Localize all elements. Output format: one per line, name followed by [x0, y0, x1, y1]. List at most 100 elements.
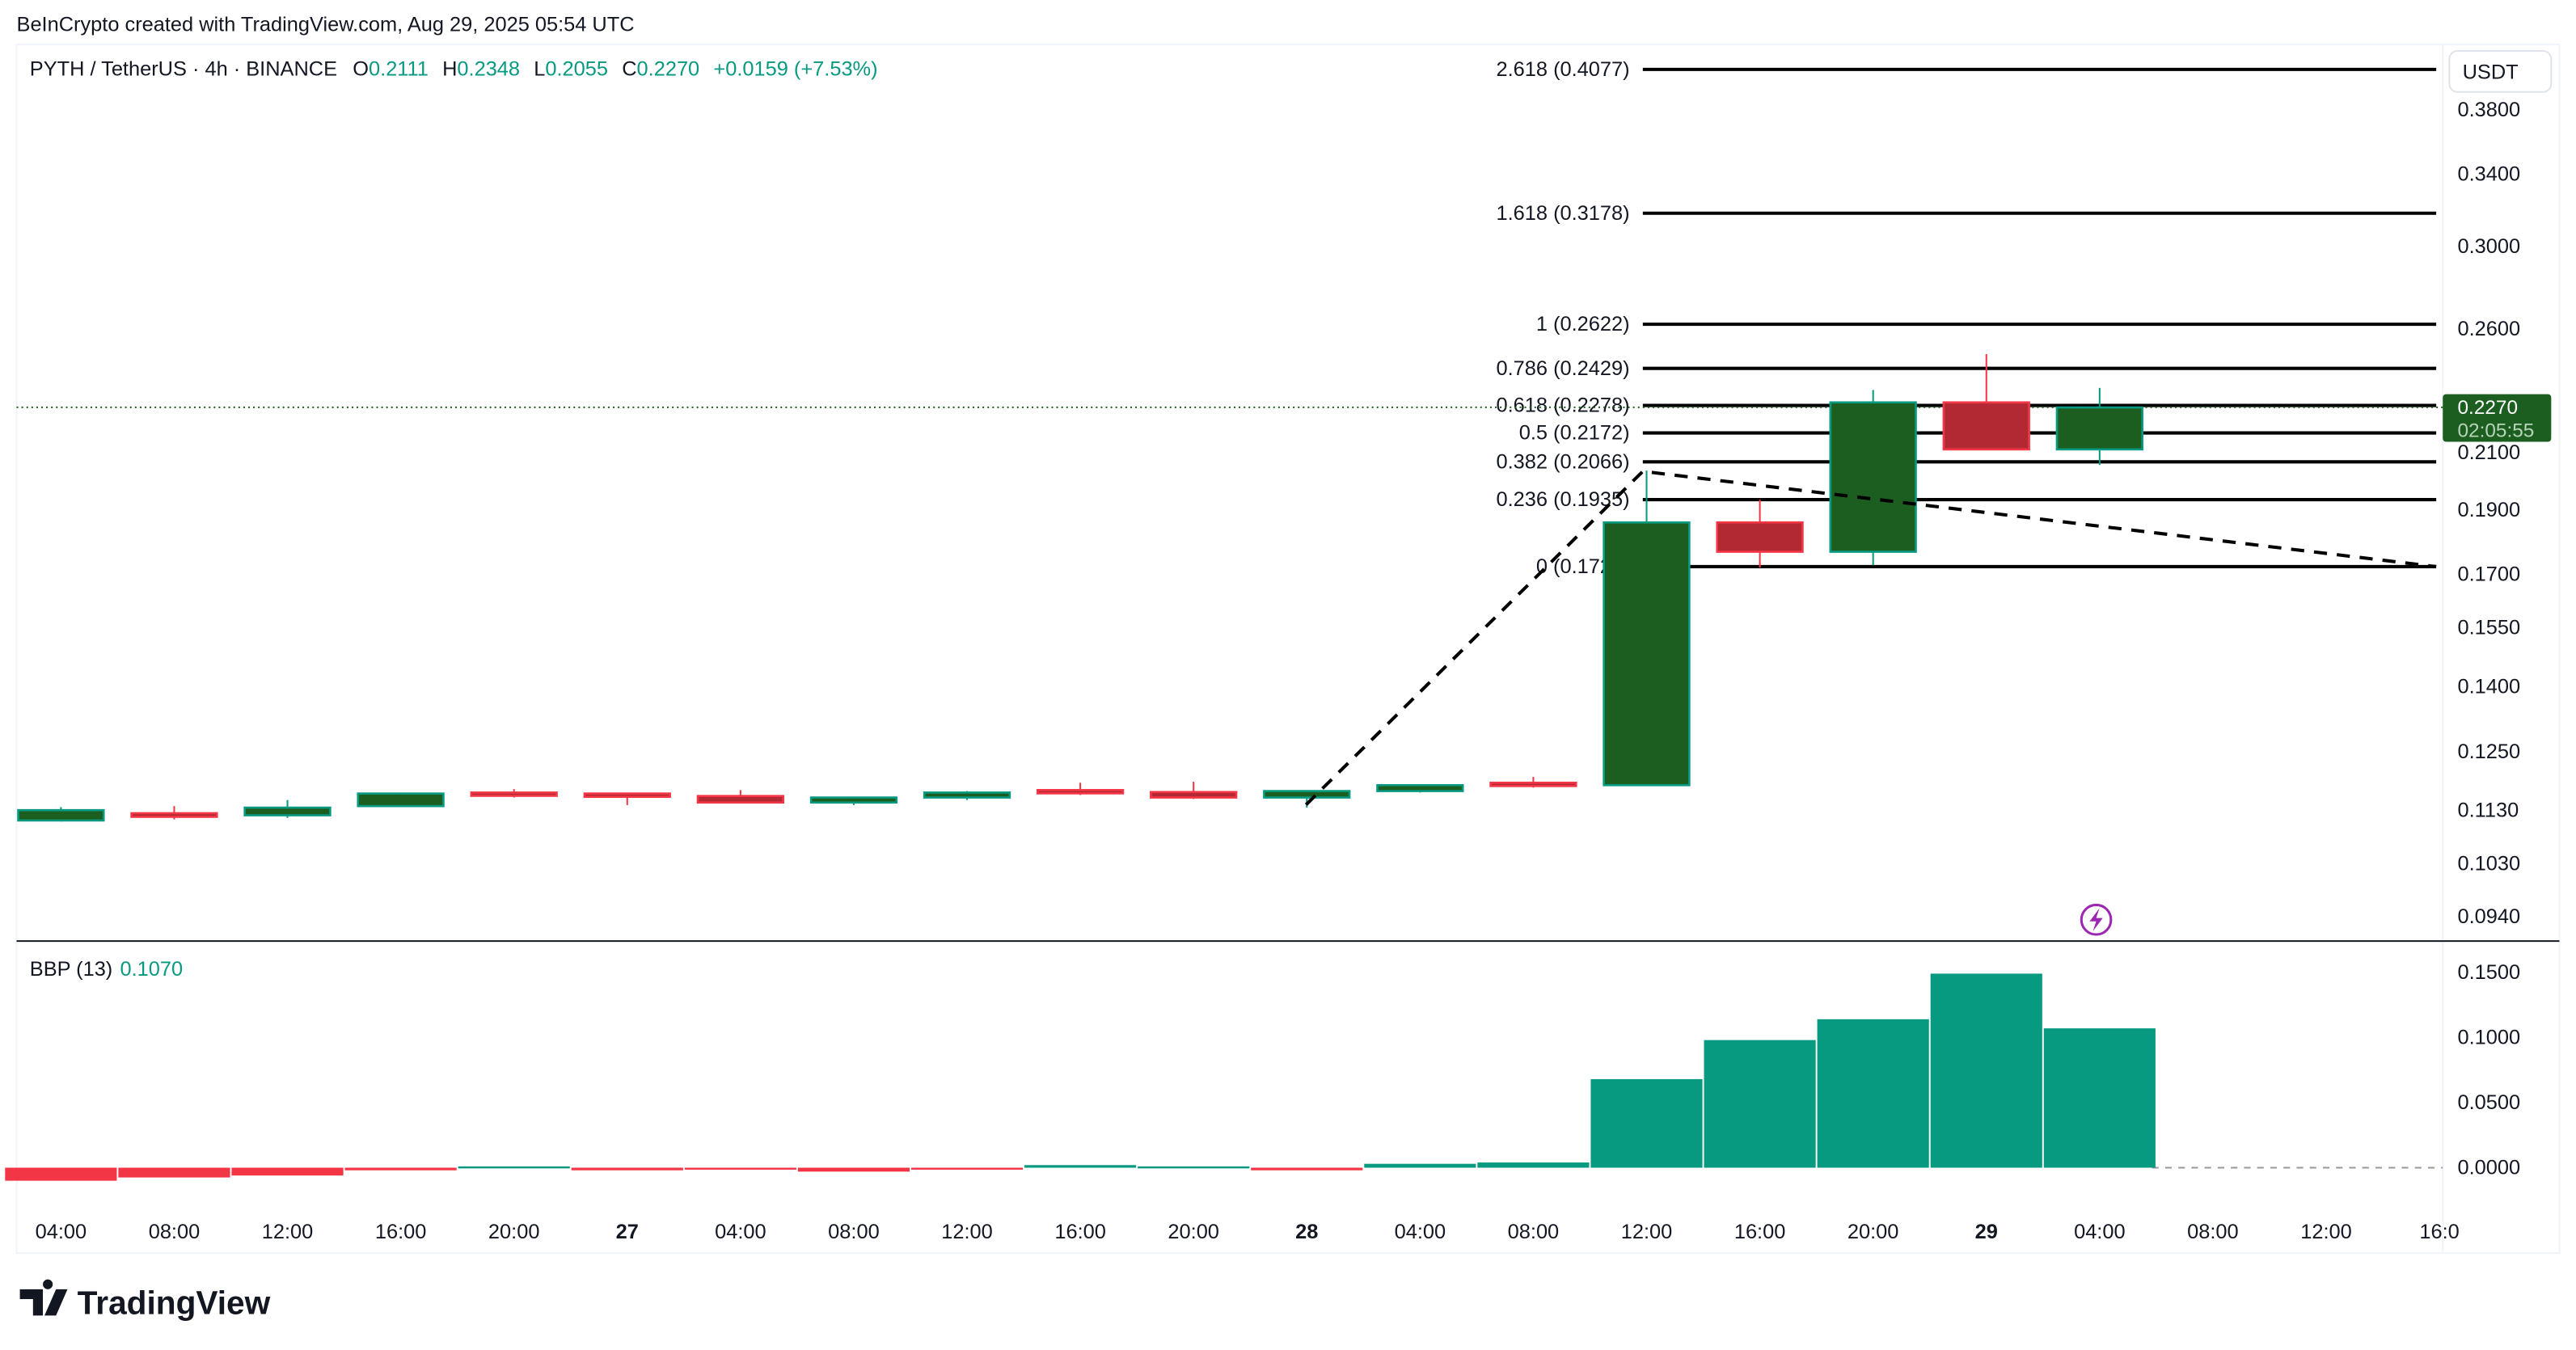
bbp-bar — [910, 1167, 1024, 1170]
price-tick-label: 0.1250 — [2458, 740, 2521, 763]
tradingview-logo-icon — [19, 1279, 68, 1316]
bbp-bar — [2043, 1028, 2156, 1168]
close-value: 0.2270 — [637, 57, 700, 80]
currency-label: USDT — [2463, 61, 2519, 84]
time-tick-label: 20:00 — [1168, 1221, 1218, 1243]
price-tick-label: 0.2100 — [2458, 441, 2521, 464]
currency-button[interactable] — [2448, 49, 2553, 93]
last-price-value: 0.2270 — [2458, 397, 2519, 419]
bbp-bar — [1024, 1165, 1137, 1168]
time-tick-label: 04:00 — [715, 1221, 766, 1243]
high-value: 0.2348 — [457, 57, 520, 80]
bbp-histogram — [5, 973, 2156, 1181]
legend: PYTH / TetherUS · 4h · BINANCE O0.2111 H… — [30, 57, 878, 80]
bbp-bar — [1817, 1019, 1929, 1168]
last-price-badge-bg — [2443, 394, 2552, 442]
attribution-text: BeInCrypto created with TradingView.com,… — [17, 14, 635, 36]
bbp-tick-label: 0.1000 — [2458, 1027, 2521, 1049]
fib-level-label: 1.618 (0.3178) — [1497, 202, 1630, 225]
bbp-tick-label: 0.1500 — [2458, 961, 2521, 984]
fib-level-label: 0.786 (0.2429) — [1497, 357, 1630, 380]
fib-level-label: 0.5 (0.2172) — [1519, 422, 1630, 445]
candle-body — [2055, 406, 2143, 451]
time-tick-label: 08:00 — [1508, 1221, 1560, 1243]
time-tick-label: 16:00 — [1734, 1221, 1786, 1243]
candle-body — [1716, 521, 1804, 553]
price-tick-label: 0.1130 — [2458, 799, 2519, 821]
low-label: L — [534, 57, 545, 80]
time-tick-label: 04:00 — [36, 1221, 87, 1243]
fib-level-label: 0.382 (0.2066) — [1497, 450, 1630, 473]
candle-body — [1829, 401, 1917, 553]
tradingview-logo[interactable]: TradingView — [19, 1279, 271, 1322]
bbp-axis[interactable]: 0.1500 0.1000 0.0500 0.0000 — [2458, 961, 2521, 1179]
change-value: +0.0159 (+7.53%) — [713, 57, 877, 80]
candle-body — [1150, 791, 1238, 799]
candle-body — [923, 791, 1011, 799]
time-tick-label: 12:00 — [2300, 1221, 2352, 1243]
fib-level-label: 0.236 (0.1935) — [1497, 488, 1630, 511]
time-tick-label: 04:00 — [2074, 1221, 2126, 1243]
candle-body — [1489, 781, 1577, 787]
lightning-icon[interactable] — [2080, 903, 2113, 936]
price-tick-label: 0.2600 — [2458, 318, 2521, 340]
time-tick-label: 16:00 — [1054, 1221, 1105, 1243]
price-axis[interactable]: 0.3800 0.3400 0.3000 0.2600 0.2100 0.1900 0.17… — [2458, 99, 2521, 928]
bbp-bar — [118, 1167, 230, 1178]
bbp-bar — [344, 1167, 457, 1171]
open-value: 0.2111 — [369, 57, 429, 80]
bbp-bar — [1251, 1167, 1363, 1171]
time-tick-label: 20:00 — [1848, 1221, 1899, 1243]
price-tick-label: 0.3000 — [2458, 235, 2521, 258]
candle-body — [1603, 521, 1691, 787]
bbp-bar — [1477, 1162, 1590, 1168]
price-tick-label: 0.1700 — [2458, 563, 2521, 586]
candles — [17, 353, 2143, 822]
bbp-bar — [458, 1166, 570, 1169]
candle-body — [243, 806, 332, 816]
fib-level-label: 2.618 (0.4077) — [1497, 58, 1630, 81]
countdown-value: 02:05:55 — [2458, 420, 2535, 441]
brand-name: TradingView — [78, 1284, 271, 1321]
fib-extension[interactable]: 2.618 (0.4077) 1.618 (0.3178) 1 (0.2622) 0.… — [1497, 58, 2437, 578]
low-value: 0.2055 — [545, 57, 608, 80]
time-tick-label: 16:0 — [2419, 1221, 2459, 1243]
bbp-bar — [231, 1167, 344, 1176]
candle-body — [1036, 789, 1125, 795]
indicator-name: BBP (13) — [30, 958, 112, 981]
price-tick-label: 0.1030 — [2458, 852, 2521, 875]
fib-level-label: 0.618 (0.2278) — [1497, 394, 1630, 417]
time-tick-label: 12:00 — [941, 1221, 992, 1243]
open-label: O — [353, 57, 369, 80]
candle-body — [1942, 401, 2030, 451]
bbp-bar — [1704, 1040, 1816, 1168]
candle-body — [357, 792, 445, 808]
time-tick-label: 16:00 — [375, 1221, 427, 1243]
candle-body — [1263, 790, 1351, 799]
time-tick-label: 29 — [1975, 1221, 1998, 1243]
time-tick-label: 08:00 — [149, 1221, 200, 1243]
bbp-tick-label: 0.0000 — [2458, 1157, 2521, 1179]
bbp-bar — [1364, 1163, 1476, 1168]
candle-body — [809, 796, 898, 804]
time-tick-label: 08:00 — [2187, 1221, 2239, 1243]
chart-frame — [15, 43, 2561, 1255]
time-tick-label: 04:00 — [1395, 1221, 1446, 1243]
bbp-tick-label: 0.0500 — [2458, 1091, 2521, 1114]
price-tick-label: 0.1900 — [2458, 499, 2521, 521]
candle-body — [130, 812, 218, 818]
time-tick-label: 12:00 — [262, 1221, 314, 1243]
time-tick-label: 28 — [1295, 1221, 1318, 1243]
candle-body — [17, 808, 105, 822]
candle-body — [583, 792, 671, 799]
bbp-bar — [1930, 973, 2042, 1168]
candle-body — [1376, 783, 1464, 792]
price-tick-label: 0.3400 — [2458, 163, 2521, 186]
time-axis[interactable]: 04:00 08:00 12:00 16:00 20:00 27 04:00 08:00 12:… — [36, 1221, 2460, 1243]
time-tick-label: 12:00 — [1621, 1221, 1673, 1243]
candle-body — [470, 791, 558, 797]
fib-level-label: 1 (0.2622) — [1536, 313, 1630, 335]
svg-text:PYTH / TetherUS · 4h · BINANCE: PYTH / TetherUS · 4h · BINANCE O0.2111 H… — [30, 57, 878, 80]
price-tick-label: 0.0940 — [2458, 905, 2521, 928]
